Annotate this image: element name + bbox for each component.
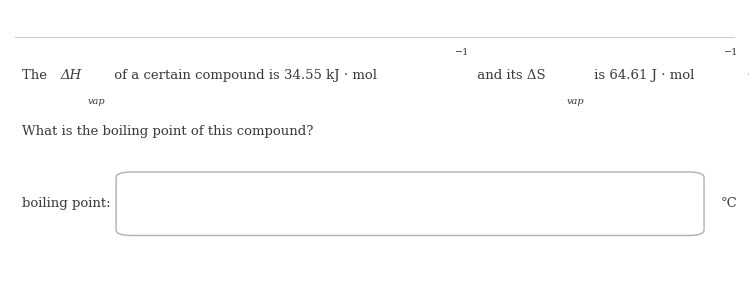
Text: −1: −1 — [455, 48, 469, 57]
Text: What is the boiling point of this compound?: What is the boiling point of this compou… — [22, 125, 314, 138]
Text: °C: °C — [721, 197, 737, 210]
Text: vap: vap — [88, 97, 105, 106]
Text: is 64.61 J · mol: is 64.61 J · mol — [589, 69, 694, 82]
Text: · K: · K — [743, 69, 749, 82]
Text: and its ΔS: and its ΔS — [473, 69, 546, 82]
Text: of a certain compound is 34.55 kJ · mol: of a certain compound is 34.55 kJ · mol — [110, 69, 377, 82]
Text: The: The — [22, 69, 52, 82]
Text: ΔH: ΔH — [60, 69, 82, 82]
FancyBboxPatch shape — [116, 172, 704, 235]
Text: −1: −1 — [724, 48, 739, 57]
Text: vap: vap — [567, 97, 585, 106]
Text: boiling point:: boiling point: — [22, 197, 111, 210]
